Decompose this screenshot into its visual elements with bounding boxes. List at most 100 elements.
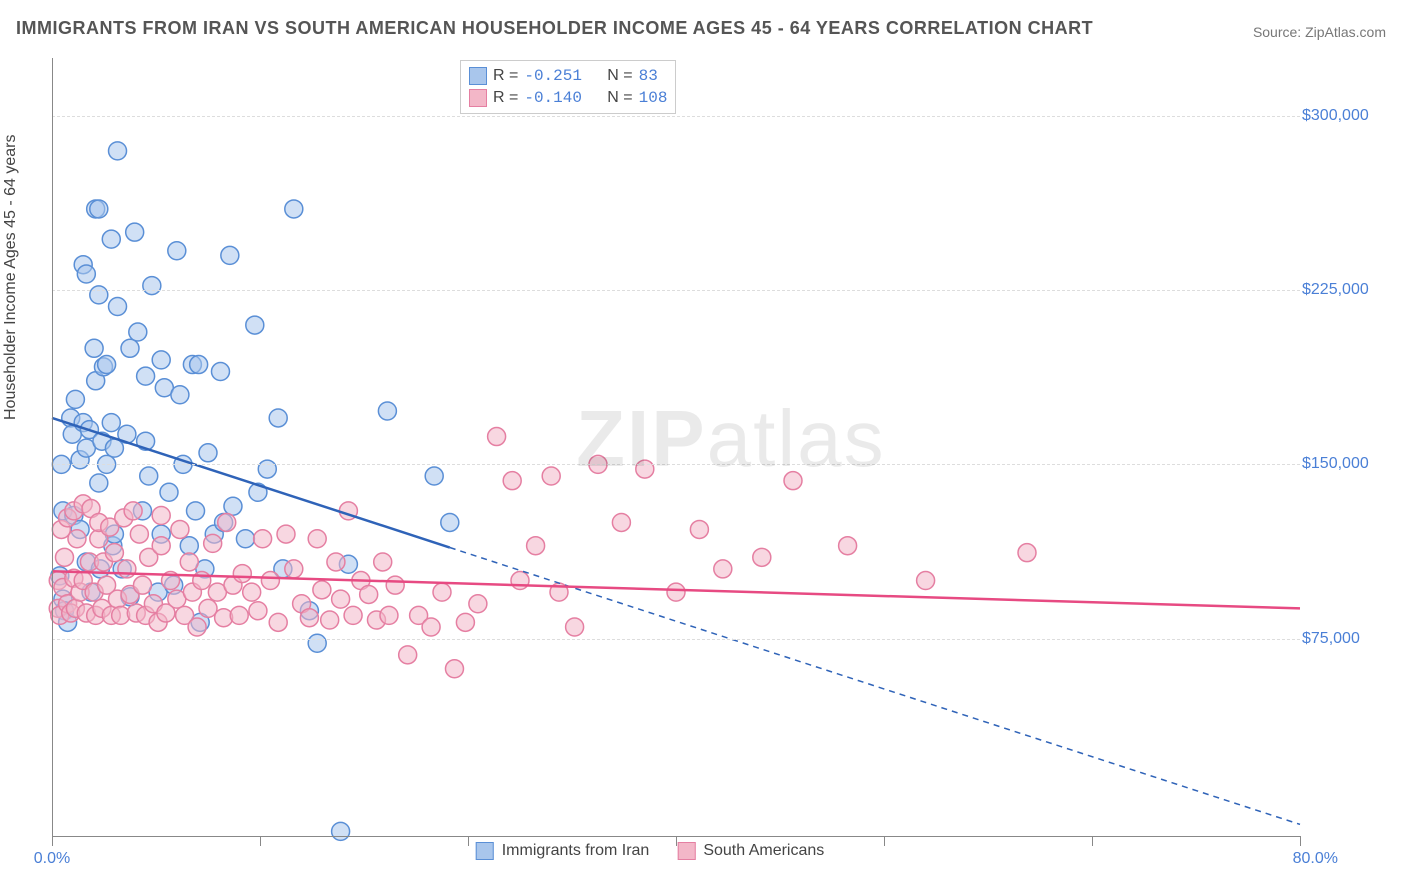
x-tick	[52, 836, 53, 846]
point-sa	[917, 572, 935, 590]
point-iran	[269, 409, 287, 427]
point-sa	[152, 507, 170, 525]
point-iran	[187, 502, 205, 520]
chart-container: IMMIGRANTS FROM IRAN VS SOUTH AMERICAN H…	[0, 0, 1406, 892]
point-sa	[360, 585, 378, 603]
point-sa	[243, 583, 261, 601]
point-sa	[399, 646, 417, 664]
x-tick-label-right: 80.0%	[1293, 850, 1338, 868]
point-iran	[160, 483, 178, 501]
point-sa	[527, 537, 545, 555]
point-sa	[230, 606, 248, 624]
point-iran	[236, 530, 254, 548]
point-iran	[129, 323, 147, 341]
point-iran	[126, 223, 144, 241]
point-sa	[784, 472, 802, 490]
gridline	[52, 464, 1300, 465]
point-iran	[102, 414, 120, 432]
point-sa	[152, 537, 170, 555]
point-iran	[308, 634, 326, 652]
point-sa	[422, 618, 440, 636]
point-iran	[221, 246, 239, 264]
legend-r-iran: -0.251	[524, 67, 582, 85]
legend-r-sa: -0.140	[524, 89, 582, 107]
chart-source: Source: ZipAtlas.com	[1253, 24, 1386, 40]
point-iran	[441, 513, 459, 531]
chart-title: IMMIGRANTS FROM IRAN VS SOUTH AMERICAN H…	[16, 18, 1093, 39]
point-iran	[211, 363, 229, 381]
point-sa	[327, 553, 345, 571]
point-iran	[246, 316, 264, 334]
point-sa	[68, 530, 86, 548]
point-sa	[344, 606, 362, 624]
point-sa	[188, 618, 206, 636]
point-sa	[300, 609, 318, 627]
point-iran	[332, 822, 350, 840]
point-sa	[488, 428, 506, 446]
legend-n-iran: 83	[639, 67, 658, 85]
point-sa	[124, 502, 142, 520]
point-iran	[258, 460, 276, 478]
point-sa	[839, 537, 857, 555]
trendline-ext-iran	[450, 548, 1300, 825]
point-sa	[204, 534, 222, 552]
point-sa	[254, 530, 272, 548]
point-iran	[90, 474, 108, 492]
point-iran	[285, 200, 303, 218]
point-sa	[313, 581, 331, 599]
point-sa	[636, 460, 654, 478]
point-iran	[224, 497, 242, 515]
point-iran	[90, 286, 108, 304]
x-tick	[468, 836, 469, 846]
point-iran	[66, 390, 84, 408]
point-sa	[55, 548, 73, 566]
point-sa	[171, 520, 189, 538]
gridline	[52, 639, 1300, 640]
point-iran	[77, 265, 95, 283]
point-sa	[511, 572, 529, 590]
point-iran	[121, 339, 139, 357]
point-iran	[98, 356, 116, 374]
point-iran	[152, 351, 170, 369]
series-legend: Immigrants from Iran South Americans	[476, 842, 845, 860]
point-sa	[233, 565, 251, 583]
y-tick-label: $150,000	[1302, 455, 1382, 473]
y-tick-label: $225,000	[1302, 281, 1382, 299]
point-iran	[90, 200, 108, 218]
point-sa	[433, 583, 451, 601]
y-axis-label: Householder Income Ages 45 - 64 years	[2, 135, 20, 421]
point-sa	[308, 530, 326, 548]
point-sa	[753, 548, 771, 566]
point-sa	[456, 613, 474, 631]
legend-label-iran: Immigrants from Iran	[502, 842, 650, 860]
point-iran	[140, 467, 158, 485]
legend-row-iran: R = -0.251 N = 83	[469, 65, 667, 87]
y-tick-label: $300,000	[1302, 107, 1382, 125]
point-sa	[386, 576, 404, 594]
point-sa	[469, 595, 487, 613]
legend-label-sa: South Americans	[703, 842, 824, 860]
point-iran	[425, 467, 443, 485]
point-iran	[109, 142, 127, 160]
point-iran	[171, 386, 189, 404]
point-iran	[102, 230, 120, 248]
point-sa	[714, 560, 732, 578]
point-sa	[374, 553, 392, 571]
point-sa	[180, 553, 198, 571]
point-sa	[667, 583, 685, 601]
point-sa	[249, 602, 267, 620]
x-tick	[884, 836, 885, 846]
gridline	[52, 116, 1300, 117]
legend-swatch-sa	[469, 89, 487, 107]
legend-swatch-sa	[677, 842, 695, 860]
point-sa	[105, 544, 123, 562]
legend-n-sa: 108	[639, 89, 668, 107]
correlation-legend: R = -0.251 N = 83 R = -0.140 N = 108	[460, 60, 676, 114]
point-sa	[690, 520, 708, 538]
point-sa	[1018, 544, 1036, 562]
point-iran	[190, 356, 208, 374]
point-sa	[321, 611, 339, 629]
point-sa	[193, 572, 211, 590]
point-sa	[130, 525, 148, 543]
point-iran	[85, 339, 103, 357]
